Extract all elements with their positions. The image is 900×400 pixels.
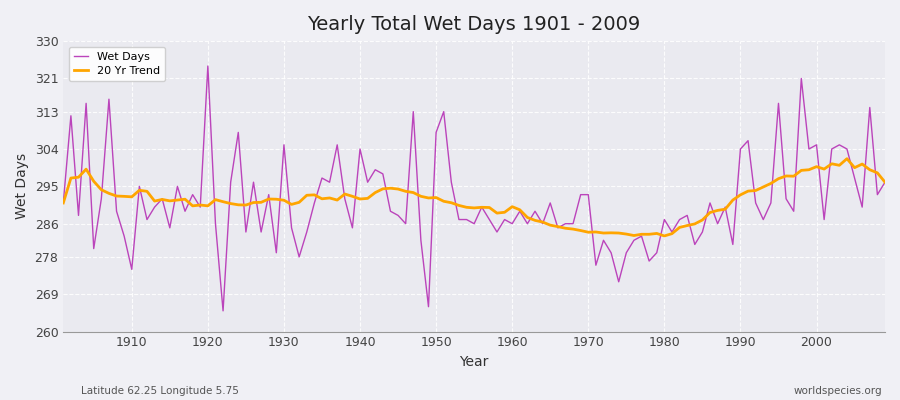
Y-axis label: Wet Days: Wet Days — [15, 153, 29, 220]
20 Yr Trend — [286, 202, 297, 207]
Wet Days — [613, 279, 624, 284]
Wet Days — [302, 230, 312, 234]
20 Yr Trend — [500, 210, 510, 215]
Wet Days — [522, 221, 533, 226]
Legend: Wet Days, 20 Yr Trend: Wet Days, 20 Yr Trend — [68, 47, 166, 81]
20 Yr Trend — [879, 180, 890, 184]
20 Yr Trend — [58, 200, 68, 205]
20 Yr Trend — [598, 231, 609, 236]
Wet Days — [515, 209, 526, 214]
Text: Latitude 62.25 Longitude 5.75: Latitude 62.25 Longitude 5.75 — [81, 386, 239, 396]
Wet Days — [879, 180, 890, 184]
X-axis label: Year: Year — [460, 355, 489, 369]
Wet Days — [202, 64, 213, 68]
Wet Days — [58, 200, 68, 205]
20 Yr Trend — [659, 234, 670, 238]
Wet Days — [119, 234, 130, 238]
20 Yr Trend — [507, 204, 517, 209]
Title: Yearly Total Wet Days 1901 - 2009: Yearly Total Wet Days 1901 - 2009 — [308, 15, 641, 34]
Line: 20 Yr Trend: 20 Yr Trend — [63, 159, 885, 236]
Line: Wet Days: Wet Days — [63, 66, 885, 311]
Text: worldspecies.org: worldspecies.org — [794, 386, 882, 396]
20 Yr Trend — [332, 198, 343, 202]
Wet Days — [347, 226, 358, 230]
Wet Days — [218, 308, 229, 313]
20 Yr Trend — [119, 194, 130, 199]
20 Yr Trend — [842, 156, 852, 161]
